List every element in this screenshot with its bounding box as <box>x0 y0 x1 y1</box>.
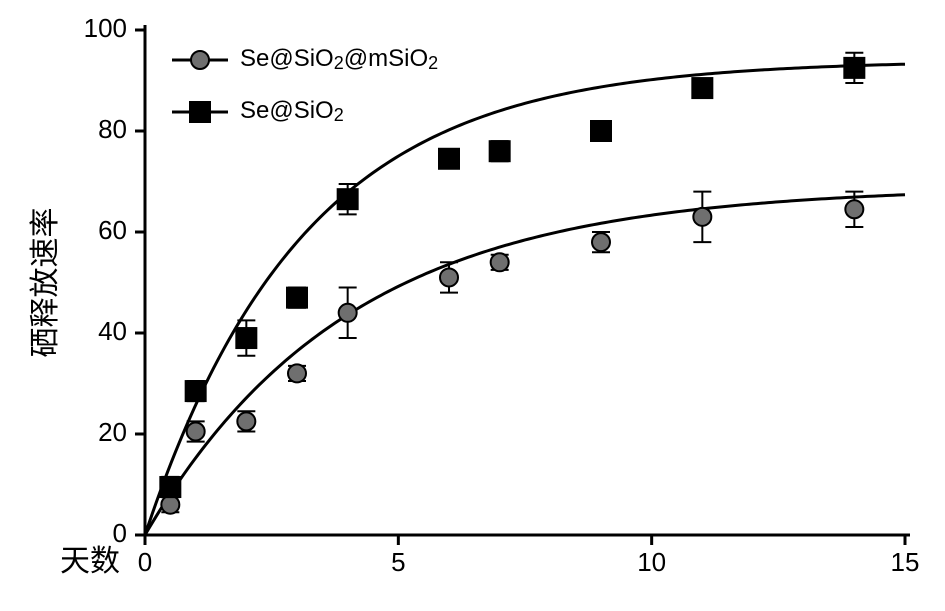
point-se_sio2 <box>490 141 510 161</box>
y-tick-label: 60 <box>98 215 127 245</box>
point-se_sio2 <box>338 189 358 209</box>
x-tick-label: 10 <box>637 547 666 577</box>
legend-label: Se@SiO2 <box>240 97 344 125</box>
chart-container: 020406080100051015硒释放速率天数Se@SiO2@mSiO2Se… <box>0 0 945 611</box>
y-tick-label: 20 <box>98 417 127 447</box>
point-se_sio2 <box>160 477 180 497</box>
point-se_sio2_msio2 <box>237 412 255 430</box>
y-tick-label: 40 <box>98 316 127 346</box>
y-axis-label: 硒释放速率 <box>29 208 62 358</box>
point-se_sio2_msio2 <box>693 208 711 226</box>
point-se_sio2 <box>287 288 307 308</box>
release-rate-chart: 020406080100051015硒释放速率天数Se@SiO2@mSiO2Se… <box>0 0 945 611</box>
point-se_sio2 <box>186 381 206 401</box>
point-se_sio2_msio2 <box>187 422 205 440</box>
point-se_sio2 <box>236 328 256 348</box>
point-se_sio2 <box>439 149 459 169</box>
y-tick-label: 80 <box>98 114 127 144</box>
x-tick-label: 15 <box>891 547 920 577</box>
legend-marker-circle-icon <box>191 51 209 69</box>
x-axis-label: 天数 <box>60 545 120 578</box>
point-se_sio2 <box>591 121 611 141</box>
point-se_sio2 <box>692 78 712 98</box>
y-tick-label: 0 <box>113 518 127 548</box>
point-se_sio2_msio2 <box>161 496 179 514</box>
y-tick-label: 100 <box>84 13 127 43</box>
point-se_sio2_msio2 <box>491 253 509 271</box>
x-tick-label: 0 <box>138 547 152 577</box>
point-se_sio2_msio2 <box>592 233 610 251</box>
legend-marker-square-icon <box>190 102 210 122</box>
point-se_sio2_msio2 <box>845 200 863 218</box>
chart-bg <box>0 0 945 611</box>
x-tick-label: 5 <box>391 547 405 577</box>
point-se_sio2_msio2 <box>440 268 458 286</box>
point-se_sio2_msio2 <box>339 304 357 322</box>
point-se_sio2_msio2 <box>288 364 306 382</box>
point-se_sio2 <box>844 58 864 78</box>
